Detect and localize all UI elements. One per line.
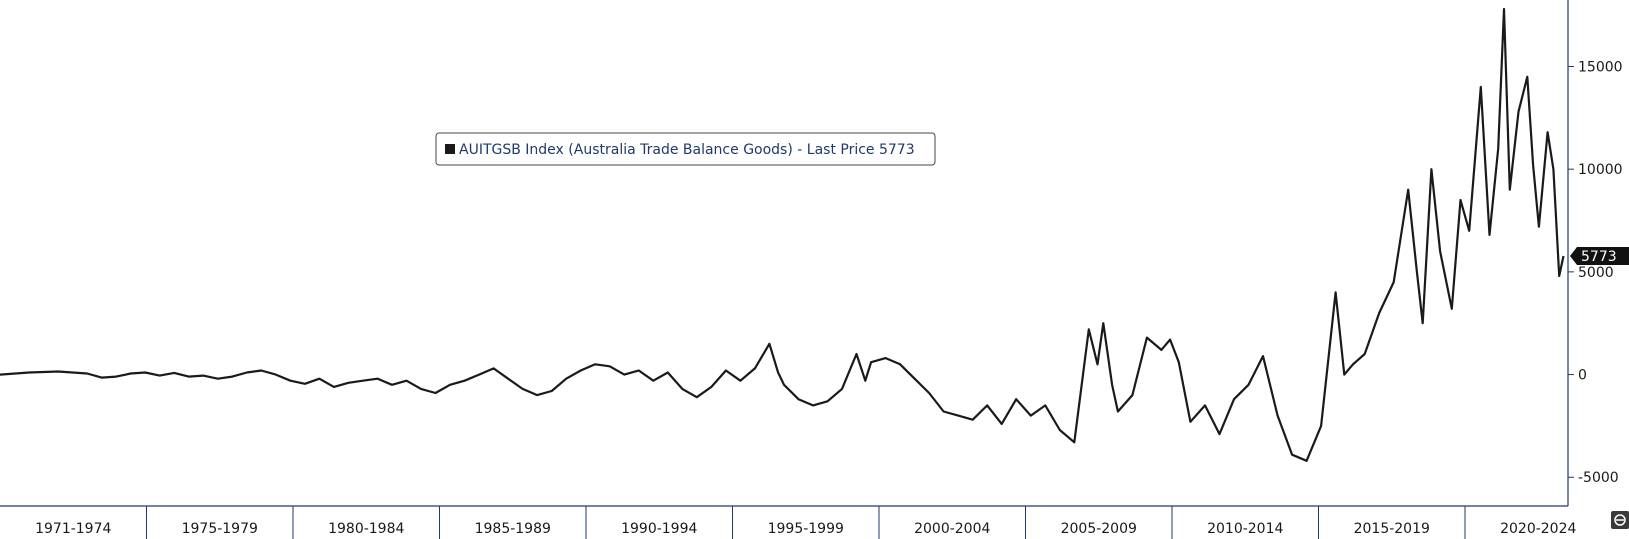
x-axis: 1971-1974 1975-1979 1980-1984 1985-1989 1990… <box>0 505 1576 539</box>
x-tick-label: 1995-1999 <box>768 521 844 537</box>
legend-box: AUITGSB Index (Australia Trade Balance G… <box>435 132 936 166</box>
corner-menu-icon[interactable] <box>1611 511 1629 529</box>
x-tick-label: 2020-2024 <box>1500 521 1576 537</box>
x-tick-label: 2000-2004 <box>914 521 990 537</box>
y-tick-label: -5000 <box>1578 470 1619 486</box>
plot-area <box>0 7 1565 462</box>
x-tick-label: 1990-1994 <box>621 521 697 537</box>
x-tick-label: 1971-1974 <box>35 521 111 537</box>
legend-swatch <box>445 144 455 154</box>
y-tick-label: 5000 <box>1578 265 1614 281</box>
legend-label: AUITGSB Index (Australia Trade Balance G… <box>459 142 915 158</box>
x-tick-label: 1975-1979 <box>182 521 258 537</box>
x-tick-label: 2010-2014 <box>1207 521 1283 537</box>
y-tick-label: 0 <box>1578 368 1587 384</box>
x-tick-label: 1985-1989 <box>475 521 551 537</box>
last-price-marker: 5773 <box>1570 247 1629 266</box>
series-line-0 <box>0 7 1565 462</box>
x-tick-label: 1980-1984 <box>328 521 404 537</box>
x-tick-label: 2005-2009 <box>1061 521 1137 537</box>
last-price-label: 5773 <box>1581 249 1617 265</box>
x-tick-label: 2015-2019 <box>1354 521 1430 537</box>
y-axis: -5000 0 5000 10000 15000 <box>1567 0 1623 506</box>
y-tick-label: 15000 <box>1578 60 1623 76</box>
y-tick-label: 10000 <box>1578 162 1623 178</box>
